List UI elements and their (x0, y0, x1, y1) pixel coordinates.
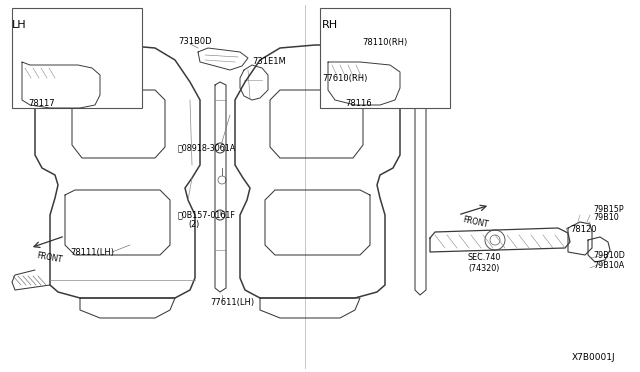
Text: FRONT: FRONT (462, 215, 490, 229)
Text: X7B0001J: X7B0001J (572, 353, 616, 362)
Bar (320, 8, 450, 108)
Text: 731E1M: 731E1M (252, 58, 285, 67)
Text: 77610(RH): 77610(RH) (322, 74, 367, 83)
Text: (2): (2) (188, 221, 199, 230)
Text: ⓝ08918-3061A: ⓝ08918-3061A (178, 144, 236, 153)
Text: 78111(LH): 78111(LH) (70, 247, 114, 257)
Bar (12, 8, 142, 108)
Text: RH: RH (322, 20, 338, 30)
Text: 79B10D: 79B10D (593, 250, 625, 260)
Text: LH: LH (12, 20, 27, 30)
Text: SEC.740: SEC.740 (468, 253, 501, 263)
Text: 79B15P: 79B15P (593, 205, 623, 215)
Text: 78120: 78120 (570, 225, 596, 234)
Text: 78110(RH): 78110(RH) (362, 38, 407, 46)
Text: 731B0D: 731B0D (178, 38, 212, 46)
Text: FRONT: FRONT (36, 251, 63, 265)
Text: 79B10: 79B10 (593, 214, 619, 222)
Text: (74320): (74320) (468, 263, 499, 273)
Text: 78117: 78117 (28, 99, 54, 108)
Text: 77611(LH): 77611(LH) (210, 298, 254, 307)
Text: 79B10A: 79B10A (593, 260, 624, 269)
Text: 78116: 78116 (345, 99, 372, 108)
Text: ⓝ0B157-0161F: ⓝ0B157-0161F (178, 211, 236, 219)
